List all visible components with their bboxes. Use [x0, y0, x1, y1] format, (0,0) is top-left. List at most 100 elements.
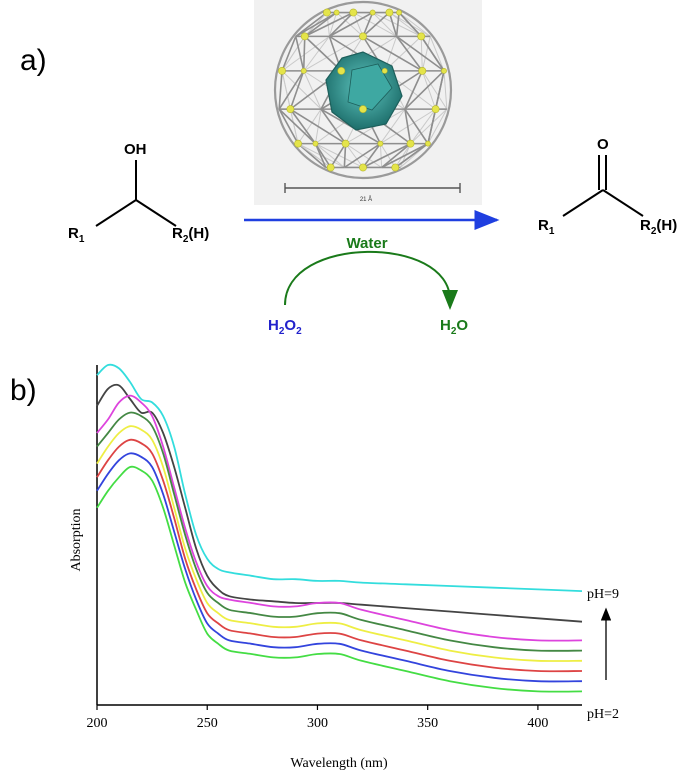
absorption-curve-4: [96, 411, 583, 652]
cage-strut: [379, 108, 406, 144]
cage-strut: [278, 108, 317, 145]
cage-node: [300, 67, 307, 74]
cage-strut: [295, 11, 338, 38]
cage-strut: [343, 142, 381, 169]
cage-node: [396, 9, 402, 16]
cage-strut: [328, 12, 338, 37]
cage-strut: [297, 143, 331, 168]
cage-strut: [372, 12, 397, 37]
product-structure: O R1 R2(H): [538, 136, 677, 237]
cage-strut: [398, 12, 431, 37]
cage-strut: [420, 35, 445, 72]
cage-strut: [315, 143, 364, 168]
cage-strut: [362, 143, 382, 168]
x-tick-label: 350: [417, 716, 438, 731]
cage-node: [323, 8, 331, 17]
cage-strut: [379, 143, 383, 168]
reactant-r2-label: R2(H): [172, 225, 209, 245]
cage-strut: [295, 11, 328, 38]
panel-b-label: b): [10, 374, 37, 407]
absorption-curve-8: [96, 465, 583, 693]
panel-a: a) OH R1 R2(H) 21 Å Water H2O2: [20, 0, 677, 337]
x-tick-label: 200: [87, 716, 108, 731]
cage-strut: [352, 12, 364, 37]
cage-strut: [278, 108, 299, 145]
solvent-label: Water: [346, 235, 387, 252]
cage-strut: [394, 143, 411, 168]
cage-strut: [281, 35, 330, 72]
cage-node: [286, 105, 295, 114]
cage-node: [312, 140, 319, 147]
x-tick-label: 400: [527, 716, 548, 731]
cage-strut: [395, 35, 423, 72]
cage-node: [385, 8, 394, 17]
cage-strut: [303, 70, 322, 110]
cage-strut: [443, 70, 448, 110]
cage-strut: [381, 142, 429, 169]
product-o-label: O: [597, 136, 609, 153]
cage-strut: [320, 108, 347, 145]
cage-strut: [297, 108, 322, 144]
cage-strut: [421, 70, 448, 110]
cage-strut: [404, 108, 429, 145]
absorption-curve-2: [96, 383, 583, 623]
catalyst-cage-image: 21 Å: [254, 0, 482, 205]
byproduct-label: H2O: [440, 317, 468, 337]
reactant-oh-label: OH: [124, 141, 147, 158]
cage-node: [300, 32, 309, 41]
cage-strut: [353, 12, 397, 37]
ph-top-label: pH=9: [587, 587, 619, 602]
cage-strut: [434, 70, 445, 110]
cage-strut: [281, 36, 297, 72]
reactant-bond-left: [95, 199, 137, 227]
reactant-bond-right: [135, 199, 177, 227]
cage-node: [359, 32, 367, 41]
cage-strut: [343, 143, 347, 168]
cage-strut: [302, 36, 306, 71]
cage-node: [337, 66, 346, 75]
cage-strut: [427, 108, 448, 144]
cage-strut: [304, 35, 342, 72]
cage-node: [349, 8, 358, 17]
absorption-curve-5: [96, 425, 583, 662]
cage-node: [441, 67, 447, 74]
cage-strut: [362, 142, 411, 169]
cage-strut: [410, 108, 437, 144]
cage-strut: [421, 70, 437, 110]
cage-strut: [294, 36, 305, 72]
cage-nodes: [278, 8, 447, 172]
cage-strut: [281, 36, 306, 72]
cage-node: [417, 32, 426, 41]
cage-node: [369, 9, 376, 16]
cage-node: [359, 105, 367, 114]
x-axis-label: Wavelength (nm): [290, 756, 388, 771]
cage-strut: [278, 70, 283, 110]
cage-strut: [289, 108, 317, 145]
cluster-facet: [347, 63, 393, 111]
absorption-curve-1: [96, 363, 583, 592]
cage-node: [391, 163, 400, 172]
cage-node: [377, 140, 384, 147]
cage-strut: [388, 12, 398, 37]
absorption-curve-6: [96, 438, 583, 673]
cage-outline: [273, 0, 453, 180]
cage-node: [359, 163, 367, 172]
product-bond-right: [602, 189, 644, 217]
ph-bottom-label: pH=2: [587, 707, 619, 722]
cage-strut: [404, 70, 445, 110]
absorption-curves: [96, 363, 583, 693]
cage-strut: [404, 109, 412, 144]
cage-node: [418, 66, 427, 75]
cage-strut: [328, 11, 374, 38]
panel-a-label: a): [20, 44, 47, 77]
cage-node: [425, 140, 431, 147]
uv-vis-chart: 200 250 300 350 400 Wavelength (nm) Absorpti…: [69, 363, 619, 771]
cage-strut: [429, 36, 445, 72]
x-tick-label: 250: [197, 716, 218, 731]
cage-strut: [410, 108, 448, 144]
cage-strut: [281, 70, 322, 110]
cage-node: [333, 9, 340, 16]
cage-strut: [303, 36, 330, 72]
reactant-r1-label: R1: [68, 225, 85, 245]
